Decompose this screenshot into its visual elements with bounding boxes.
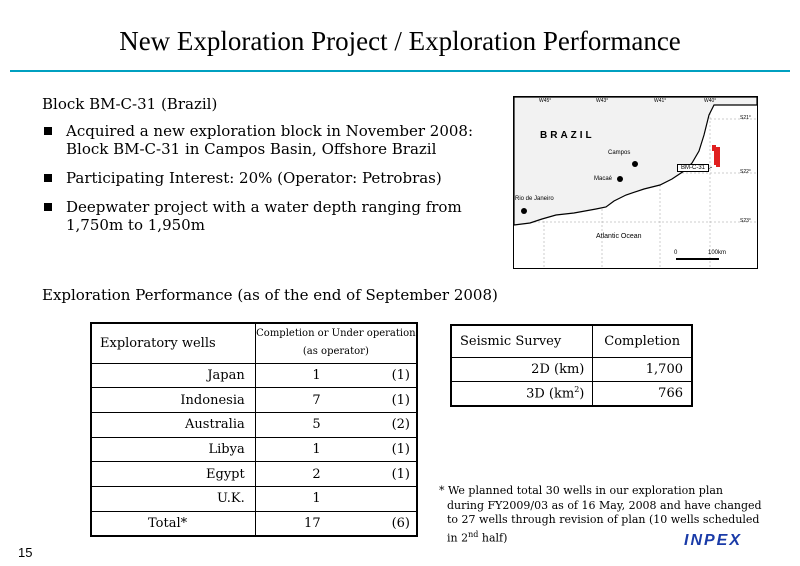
count-cell: 1: [254, 362, 345, 389]
performance-heading: Exploration Performance (as of the end o…: [42, 286, 498, 304]
bullet-acquisition: Acquired a new exploration block in Nove…: [42, 122, 502, 158]
count-cell: 1: [254, 436, 345, 463]
total-operator-cell: (6): [344, 510, 418, 537]
survey-value-cell: 1,700: [592, 356, 693, 382]
table-row: Australia 5 (2): [90, 411, 418, 438]
map-city-rio: Rio de Janeiro: [515, 196, 554, 202]
table-row: Japan 1 (1): [90, 362, 418, 389]
country-cell: Indonesia: [90, 387, 256, 413]
title-divider: [10, 70, 790, 72]
exploratory-wells-table: Exploratory wells Completion or Under op…: [90, 322, 418, 537]
header-completion: Completion or Under operation (as operat…: [254, 322, 418, 364]
square-bullet-icon: [44, 203, 52, 211]
bullet-participating-interest: Participating Interest: 20% (Operator: P…: [42, 169, 502, 187]
inpex-logo: INPEX: [684, 532, 743, 549]
map-lon-label: W40°: [704, 98, 717, 104]
map-country-label: BRAZIL: [540, 130, 595, 141]
header-completion: Completion: [592, 324, 693, 358]
table-row: Libya 1 (1): [90, 436, 418, 463]
survey-value-cell: 766: [592, 381, 693, 407]
table-header-row: Exploratory wells Completion or Under op…: [90, 322, 418, 364]
country-cell: Egypt: [90, 461, 256, 487]
map-lon-label: W43°: [596, 98, 609, 104]
block-heading: Block BM-C-31 (Brazil): [42, 95, 218, 113]
operator-count-cell: [344, 485, 418, 512]
map-city-macae: Macaé: [594, 176, 613, 182]
city-dot-icon: [521, 208, 527, 214]
bullet-deepwater: Deepwater project with a water depth ran…: [42, 198, 502, 234]
table-row: 3D (km2) 766: [450, 381, 693, 407]
operator-count-cell: (1): [344, 387, 418, 413]
survey-label-cell: 3D (km2): [450, 381, 594, 407]
operator-count-cell: (1): [344, 362, 418, 389]
map-lat-label: S23°: [740, 218, 751, 224]
city-dot-icon: [617, 176, 623, 182]
survey-label-cell: 2D (km): [450, 356, 594, 382]
operator-count-cell: (1): [344, 461, 418, 487]
table-row: Indonesia 7 (1): [90, 387, 418, 413]
square-bullet-icon: [44, 127, 52, 135]
country-cell: Libya: [90, 436, 256, 463]
page-number: 15: [18, 545, 33, 560]
table-row: 2D (km) 1,700: [450, 356, 693, 382]
city-dot-icon: [632, 161, 638, 167]
count-cell: 7: [254, 387, 345, 413]
country-cell: Australia: [90, 411, 256, 438]
country-cell: Japan: [90, 362, 256, 389]
table-row: Egypt 2 (1): [90, 461, 418, 487]
header-seismic-survey: Seismic Survey: [450, 324, 594, 358]
map-ocean-label: Atlantic Ocean: [596, 233, 642, 240]
count-cell: 5: [254, 411, 345, 438]
page-title: New Exploration Project / Exploration Pe…: [119, 26, 681, 56]
count-cell: 2: [254, 461, 345, 487]
map-scale-start: 0: [674, 250, 678, 256]
map-lat-label: S22°: [740, 169, 751, 175]
seismic-survey-table: Seismic Survey Completion 2D (km) 1,700 …: [450, 324, 693, 407]
map-city-campos: Campos: [608, 150, 631, 156]
table-row: U.K. 1: [90, 485, 418, 512]
header-exploratory-wells: Exploratory wells: [90, 322, 256, 364]
map-block-label: BM-C-31: [677, 164, 710, 172]
count-cell: 1: [254, 485, 345, 512]
block-marker-icon: [714, 147, 720, 165]
total-count-cell: 17: [254, 510, 345, 537]
project-bullets: Acquired a new exploration block in Nove…: [42, 122, 502, 245]
table-header-row: Seismic Survey Completion: [450, 324, 693, 358]
square-bullet-icon: [44, 174, 52, 182]
map-scale-end: 100km: [708, 250, 727, 256]
total-row: Total* 17 (6): [90, 510, 418, 537]
map-lat-label: S21°: [740, 115, 751, 121]
operator-count-cell: (1): [344, 436, 418, 463]
operator-count-cell: (2): [344, 411, 418, 438]
map-lon-label: W45°: [539, 98, 552, 104]
footnote: * We planned total 30 wells in our explo…: [439, 484, 762, 545]
total-label-cell: Total*: [90, 510, 256, 537]
map-lon-label: W41°: [654, 98, 667, 104]
block-location-map: W45° W43° W41° W40° S21° S22° S23° BRAZI…: [513, 96, 758, 269]
country-cell: U.K.: [90, 485, 256, 512]
